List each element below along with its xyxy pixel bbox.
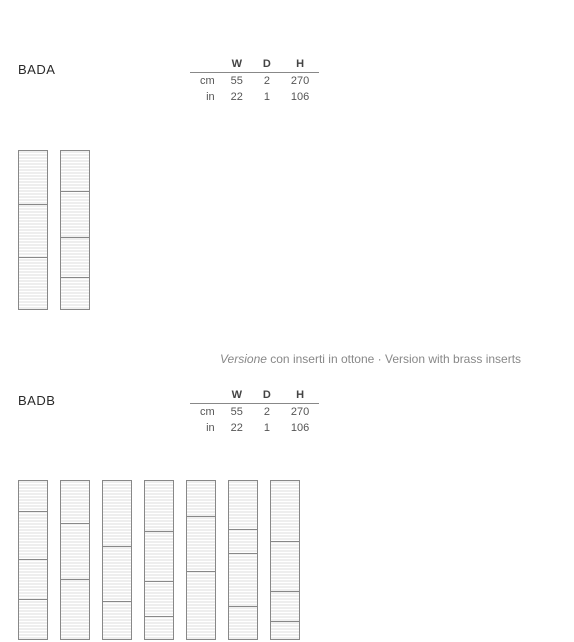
panel-divider <box>145 531 173 532</box>
table-cell-w: 55 <box>221 73 253 90</box>
dimensions-table-bada: W D H cm 55 2 270 in 22 1 106 <box>190 56 319 105</box>
panel <box>270 480 300 640</box>
table-header-blank <box>190 387 221 404</box>
panel-divider <box>229 606 257 607</box>
table-cell-unit: in <box>190 420 221 436</box>
panel-divider <box>229 529 257 530</box>
panel <box>228 480 258 640</box>
panel-divider <box>103 601 131 602</box>
panel-divider <box>103 546 131 547</box>
dimensions-table-badb: W D H cm 55 2 270 in 22 1 106 <box>190 387 319 436</box>
panel-divider <box>229 553 257 554</box>
panel-divider <box>61 237 89 238</box>
table-cell-h: 106 <box>281 420 319 436</box>
panel-divider <box>19 599 47 600</box>
table-cell-h: 270 <box>281 404 319 421</box>
panel-divider <box>61 191 89 192</box>
panel-divider <box>61 579 89 580</box>
panel <box>60 480 90 640</box>
panels-bada <box>18 150 90 310</box>
panel <box>102 480 132 640</box>
product-name-bada: BADA <box>18 62 55 77</box>
table-cell-h: 106 <box>281 89 319 105</box>
panel-divider <box>19 559 47 560</box>
panel <box>18 150 48 310</box>
panel-divider <box>187 516 215 517</box>
panel-divider <box>19 511 47 512</box>
caption-rest: con inserti in ottone · Version with bra… <box>267 352 521 366</box>
panel-divider <box>19 204 47 205</box>
table-cell-unit: cm <box>190 404 221 421</box>
table-cell-w: 55 <box>221 404 253 421</box>
table-header-w: W <box>221 387 253 404</box>
table-cell-unit: cm <box>190 73 221 90</box>
table-header-w: W <box>221 56 253 73</box>
table-cell-d: 2 <box>253 73 281 90</box>
panel-divider <box>271 621 299 622</box>
table-cell-d: 2 <box>253 404 281 421</box>
panel <box>186 480 216 640</box>
version-caption: Versione con inserti in ottone · Version… <box>220 352 521 366</box>
product-name-badb: BADB <box>18 393 55 408</box>
panel <box>18 480 48 640</box>
table-header-d: D <box>253 56 281 73</box>
panel-divider <box>145 581 173 582</box>
table-header-h: H <box>281 387 319 404</box>
panel-divider <box>19 257 47 258</box>
panel <box>144 480 174 640</box>
caption-italic: Versione <box>220 352 267 366</box>
panel <box>60 150 90 310</box>
table-cell-d: 1 <box>253 89 281 105</box>
table-cell-w: 22 <box>221 420 253 436</box>
table-header-blank <box>190 56 221 73</box>
panel-divider <box>187 571 215 572</box>
table-header-h: H <box>281 56 319 73</box>
table-cell-d: 1 <box>253 420 281 436</box>
table-cell-w: 22 <box>221 89 253 105</box>
panels-badb <box>18 480 300 640</box>
panel-divider <box>145 616 173 617</box>
panel-divider <box>271 541 299 542</box>
panel-divider <box>61 277 89 278</box>
panel-divider <box>61 523 89 524</box>
table-cell-h: 270 <box>281 73 319 90</box>
panel-divider <box>271 591 299 592</box>
table-cell-unit: in <box>190 89 221 105</box>
table-header-d: D <box>253 387 281 404</box>
